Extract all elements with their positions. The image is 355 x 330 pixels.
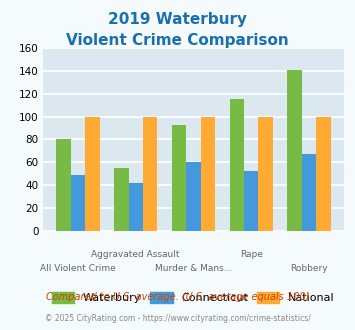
Bar: [172, 124, 186, 231]
Bar: [316, 116, 331, 231]
Bar: [302, 154, 316, 231]
Bar: [186, 162, 201, 231]
Bar: [129, 183, 143, 231]
Bar: [287, 70, 302, 231]
Legend: Waterbury, Connecticut, National: Waterbury, Connecticut, National: [52, 291, 335, 303]
Text: Compared to U.S. average. (U.S. average equals 100): Compared to U.S. average. (U.S. average …: [46, 292, 309, 302]
Bar: [56, 139, 71, 231]
Bar: [114, 168, 129, 231]
Text: 2019 Waterbury: 2019 Waterbury: [108, 12, 247, 26]
Text: Robbery: Robbery: [290, 264, 328, 273]
Bar: [258, 116, 273, 231]
Text: © 2025 CityRating.com - https://www.cityrating.com/crime-statistics/: © 2025 CityRating.com - https://www.city…: [45, 314, 310, 323]
Text: All Violent Crime: All Violent Crime: [40, 264, 116, 273]
Bar: [201, 116, 215, 231]
Bar: [230, 99, 244, 231]
Bar: [71, 175, 85, 231]
Text: Violent Crime Comparison: Violent Crime Comparison: [66, 33, 289, 48]
Text: Murder & Mans...: Murder & Mans...: [155, 264, 232, 273]
Bar: [85, 116, 100, 231]
Text: Rape: Rape: [240, 250, 263, 259]
Bar: [244, 172, 258, 231]
Bar: [143, 116, 157, 231]
Text: Aggravated Assault: Aggravated Assault: [92, 250, 180, 259]
